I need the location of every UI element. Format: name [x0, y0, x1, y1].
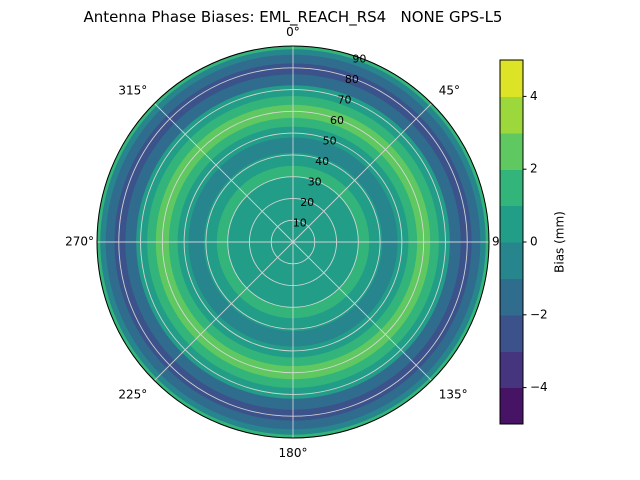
colorbar-band [500, 132, 523, 170]
colorbar-band [500, 60, 523, 97]
angular-tick-label: 225° [118, 387, 147, 401]
chart-title: Antenna Phase Biases: EML_REACH_RS4 NONE… [83, 8, 503, 26]
colorbar-tick-label: −4 [530, 380, 548, 394]
angular-tick-label: 315° [118, 83, 147, 97]
colorbar-band [500, 351, 523, 389]
angular-tick-label: 0° [286, 25, 300, 39]
colorbar-band [500, 278, 523, 316]
angular-tick-label: 45° [439, 83, 460, 97]
colorbar: 4 2 0 −2 −4 Bias (mm) [499, 59, 567, 425]
angular-tick-label: 135° [439, 387, 468, 401]
radial-tick-labels: 10 20 30 40 50 60 70 80 90 [293, 53, 367, 230]
colorbar-axis-label: Bias (mm) [553, 211, 567, 273]
radial-tick-label: 20 [300, 196, 314, 209]
radial-tick-label: 50 [323, 135, 337, 148]
radial-tick-label: 30 [308, 176, 322, 189]
radial-tick-label: 90 [352, 53, 366, 66]
angular-tick-label: 270° [65, 235, 94, 249]
radial-tick-label: 10 [293, 216, 307, 229]
colorbar-band [500, 96, 523, 134]
radial-tick-label: 70 [338, 94, 352, 107]
colorbar-band [500, 169, 523, 207]
polar-grid [97, 46, 489, 438]
angular-tick-label: 180° [279, 446, 308, 460]
colorbar-band [500, 387, 523, 425]
colorbar-tick-label: −2 [530, 307, 548, 321]
colorbar-band [500, 242, 523, 279]
colorbar-tick-label: 0 [530, 235, 538, 249]
colorbar-band [500, 205, 523, 243]
polar-spine [96, 45, 490, 439]
colorbar-band [500, 314, 523, 352]
radial-tick-label: 40 [315, 155, 329, 168]
colorbar-tick-label: 2 [530, 162, 538, 176]
radial-tick-label: 80 [345, 73, 359, 86]
radial-tick-label: 60 [330, 114, 344, 127]
colorbar-tick-label: 4 [530, 89, 538, 103]
